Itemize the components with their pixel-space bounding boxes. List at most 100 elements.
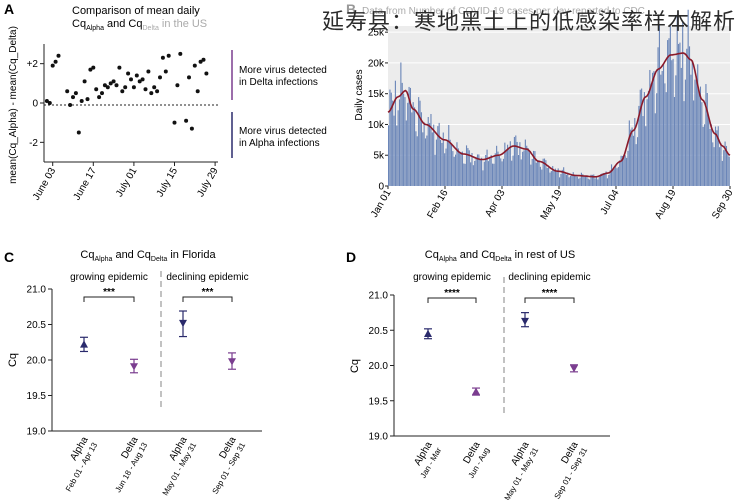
panel-b-bar	[569, 175, 572, 186]
panel-b-bar	[444, 153, 446, 186]
panel-b-bar	[571, 175, 573, 186]
panel-a-point	[114, 83, 119, 88]
panel-b-bar	[597, 179, 599, 186]
panel-b-bar	[631, 127, 633, 186]
panel-b-bar	[665, 92, 667, 186]
panel-a-ytick-label: -2	[29, 138, 38, 149]
significance-bracket	[427, 297, 477, 303]
panel-a-point	[44, 99, 49, 104]
panel-b-bar	[556, 172, 558, 186]
panel-a-xtick-label: June 03	[31, 166, 59, 203]
panel-b-bar	[687, 9, 689, 186]
panel-b-bar	[578, 178, 580, 186]
panel-a-xtick-label: July 29	[195, 166, 221, 199]
panel-b-bar	[679, 42, 681, 187]
panel-b-bar	[647, 90, 650, 186]
panel-b-bar	[680, 67, 682, 186]
panel-b-bar	[693, 100, 695, 186]
panel-b-bar	[649, 69, 651, 186]
panel-b-bar	[675, 75, 677, 186]
panel-a-point	[175, 83, 180, 88]
panel-a-point	[131, 85, 136, 90]
panel-b-bar	[537, 160, 539, 186]
panel-b-bar	[507, 144, 509, 186]
panel-b-bar	[653, 71, 655, 186]
panel-b-bar	[609, 170, 611, 186]
panel-b-bar	[662, 64, 665, 186]
ytick-label: 19.5	[369, 396, 389, 407]
panel-a-point	[146, 69, 151, 74]
panel-b-bar	[445, 148, 447, 186]
panel-b-xtick-label: Sep 30	[710, 188, 736, 221]
panel-b-xtick-label: May 19	[539, 188, 565, 222]
panel-b-bar	[548, 167, 550, 186]
panel-b-bar	[590, 174, 592, 186]
panel-a-point	[143, 87, 148, 92]
ytick-label: 19.0	[369, 432, 389, 443]
panel-b-bar	[673, 97, 676, 186]
panel-b-bar	[650, 83, 652, 186]
panel-b-bar	[723, 150, 725, 186]
panel-a-point	[73, 91, 78, 96]
panel-a-xtick-label: July 15	[155, 166, 181, 199]
panel-b-bar	[530, 164, 532, 186]
panel-b-bar	[550, 171, 552, 186]
panel-a-point	[129, 77, 133, 82]
panel-b-bar	[397, 110, 399, 186]
panel-b-ylabel: Daily cases	[354, 69, 365, 120]
panel-a-point	[172, 120, 177, 125]
category-label: DeltaJun 18 - Aug 13	[103, 435, 149, 495]
panel-c-title-part3: and Cq	[112, 249, 151, 261]
significance-stars: ***	[103, 287, 115, 298]
category-label: AlphaJan - Mar	[408, 440, 443, 480]
panel-a-x-ticks: June 03 June 17 July 01 July 15 July 29	[31, 162, 221, 202]
panel-b-bar	[606, 178, 608, 186]
panel-b-bar	[437, 126, 439, 186]
panel-b-bar	[413, 107, 416, 186]
panel-a-title-part3: and Cq	[104, 18, 143, 30]
panel-b-title: Data from Number of COVID-19 cases per d…	[362, 6, 645, 17]
mean-marker	[80, 340, 88, 348]
mean-marker	[424, 329, 432, 337]
panel-a-ylabel: mean(Cq_Alpha) - mean(Cq_Delta)	[8, 26, 19, 184]
panel-b-bar	[435, 139, 437, 186]
group-label: declining epidemic	[166, 272, 248, 283]
panel-b-bar	[456, 142, 458, 186]
panel-b-bar	[565, 174, 567, 186]
panel-a-point	[201, 57, 206, 62]
panel-b-bar	[407, 102, 409, 186]
mean-marker	[521, 317, 529, 326]
panel-b-bar	[449, 139, 451, 186]
panel-b-bar	[624, 155, 626, 186]
panel-a-point	[140, 77, 145, 82]
panel-b-bar	[652, 72, 654, 186]
panel-b-bar	[583, 176, 585, 186]
panel-b-bar	[409, 87, 412, 186]
panel-a-annotation-delta-line1: More virus detected	[239, 65, 327, 76]
panel-b-bar	[505, 150, 507, 186]
mean-marker	[228, 358, 236, 366]
panel-a-annotation-alpha: More virus detected in Alpha infections	[239, 126, 330, 149]
panel-b-bar	[684, 79, 686, 186]
ytick-label: 21.0	[369, 291, 389, 302]
panel-b-bar	[615, 164, 617, 186]
panel-b-bar	[486, 149, 488, 186]
panel-b-bar	[712, 142, 714, 186]
panel-a-xtick-label: June 17	[72, 166, 100, 203]
panel-b-bar	[390, 92, 392, 186]
panel-b-bar	[460, 152, 462, 186]
panel-a-y-ticks: +2 0 -2	[27, 59, 44, 149]
panel-a-point	[137, 79, 142, 84]
panel-b-bar	[415, 131, 417, 186]
panel-a-point	[50, 63, 55, 68]
panel-a-ytick-label: 0	[32, 99, 38, 110]
panel-b-bar	[554, 168, 557, 186]
ytick-label: 20.5	[27, 320, 47, 331]
panel-b-bar	[636, 137, 639, 186]
panel-b-bar	[470, 162, 472, 186]
panel-a-point	[166, 53, 171, 58]
panel-d-title-part4: Delta	[495, 256, 511, 263]
panel-b-bar	[638, 105, 640, 186]
ytick-label: 20.0	[27, 356, 47, 367]
panel-b-bar	[635, 144, 637, 186]
